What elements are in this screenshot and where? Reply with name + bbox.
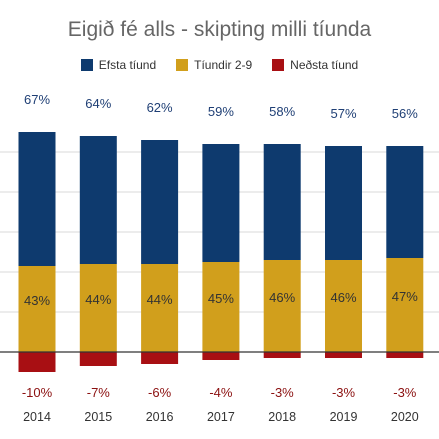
bar-efsta-2017 bbox=[202, 144, 240, 262]
x-tick-label-2017: 2017 bbox=[207, 410, 235, 424]
data-label-tiundir-2018: 46% bbox=[269, 290, 295, 305]
data-label-nedsta-2020: -3% bbox=[393, 385, 417, 400]
legend-swatch-tiundir bbox=[176, 59, 189, 71]
bar-nedsta-2020 bbox=[386, 352, 424, 358]
data-label-efsta-2018: 58% bbox=[269, 104, 295, 119]
bar-tiundir-2018 bbox=[263, 260, 301, 352]
legend-swatch-efsta bbox=[80, 59, 93, 71]
legend-swatch-nedsta bbox=[272, 59, 285, 71]
bar-nedsta-2016 bbox=[141, 352, 179, 364]
legend-item-nedsta: Neðsta tíund bbox=[272, 58, 358, 72]
x-tick-label-2020: 2020 bbox=[391, 410, 419, 424]
bar-efsta-2020 bbox=[386, 146, 424, 258]
data-label-tiundir-2020: 47% bbox=[392, 289, 418, 304]
legend-item-tiundir: Tíundir 2-9 bbox=[176, 58, 252, 72]
data-label-tiundir-2014: 43% bbox=[24, 293, 50, 308]
legend-label-tiundir: Tíundir 2-9 bbox=[194, 58, 253, 72]
data-label-nedsta-2019: -3% bbox=[332, 385, 356, 400]
data-label-efsta-2015: 64% bbox=[85, 96, 111, 111]
data-label-nedsta-2014: -10% bbox=[22, 385, 53, 400]
legend-label-nedsta: Neðsta tíund bbox=[290, 58, 359, 72]
bar-tiundir-2019 bbox=[325, 260, 362, 352]
data-label-efsta-2020: 56% bbox=[392, 106, 418, 121]
data-label-tiundir-2017: 45% bbox=[208, 291, 234, 306]
data-label-nedsta-2018: -3% bbox=[271, 385, 295, 400]
x-tick-label-2015: 2015 bbox=[84, 410, 112, 424]
bar-nedsta-2014 bbox=[18, 352, 56, 372]
bar-nedsta-2015 bbox=[79, 352, 117, 366]
data-label-tiundir-2015: 44% bbox=[85, 292, 111, 307]
bar-nedsta-2017 bbox=[202, 352, 240, 360]
data-label-efsta-2019: 57% bbox=[330, 106, 356, 121]
bar-nedsta-2018 bbox=[263, 352, 301, 358]
bar-tiundir-2015 bbox=[79, 264, 117, 352]
bar-efsta-2018 bbox=[263, 144, 301, 260]
bar-nedsta-2019 bbox=[325, 352, 362, 358]
x-tick-label-2016: 2016 bbox=[146, 410, 174, 424]
legend-label-efsta: Efsta tíund bbox=[98, 58, 157, 72]
bar-efsta-2014 bbox=[18, 132, 56, 266]
bar-tiundir-2016 bbox=[141, 264, 179, 352]
x-tick-label-2018: 2018 bbox=[268, 410, 296, 424]
x-tick-label-2019: 2019 bbox=[330, 410, 358, 424]
bar-tiundir-2020 bbox=[386, 258, 424, 352]
bar-efsta-2019 bbox=[325, 146, 362, 260]
data-label-nedsta-2015: -7% bbox=[87, 385, 111, 400]
bar-efsta-2016 bbox=[141, 140, 179, 264]
data-label-nedsta-2017: -4% bbox=[209, 385, 233, 400]
chart-title: Eigið fé alls - skipting milli tíunda bbox=[67, 18, 372, 41]
data-label-efsta-2016: 62% bbox=[147, 100, 173, 115]
bar-efsta-2015 bbox=[79, 136, 117, 264]
bar-tiundir-2017 bbox=[202, 262, 240, 352]
x-tick-label-2014: 2014 bbox=[23, 410, 51, 424]
data-label-efsta-2014: 67% bbox=[24, 92, 50, 107]
data-label-efsta-2017: 59% bbox=[208, 104, 234, 119]
legend: Efsta tíund Tíundir 2-9 Neðsta tíund bbox=[0, 58, 439, 72]
legend-item-efsta: Efsta tíund bbox=[80, 58, 157, 72]
data-label-tiundir-2016: 44% bbox=[147, 292, 173, 307]
data-label-tiundir-2019: 46% bbox=[330, 290, 356, 305]
bar-tiundir-2014 bbox=[18, 266, 56, 352]
data-label-nedsta-2016: -6% bbox=[148, 385, 172, 400]
